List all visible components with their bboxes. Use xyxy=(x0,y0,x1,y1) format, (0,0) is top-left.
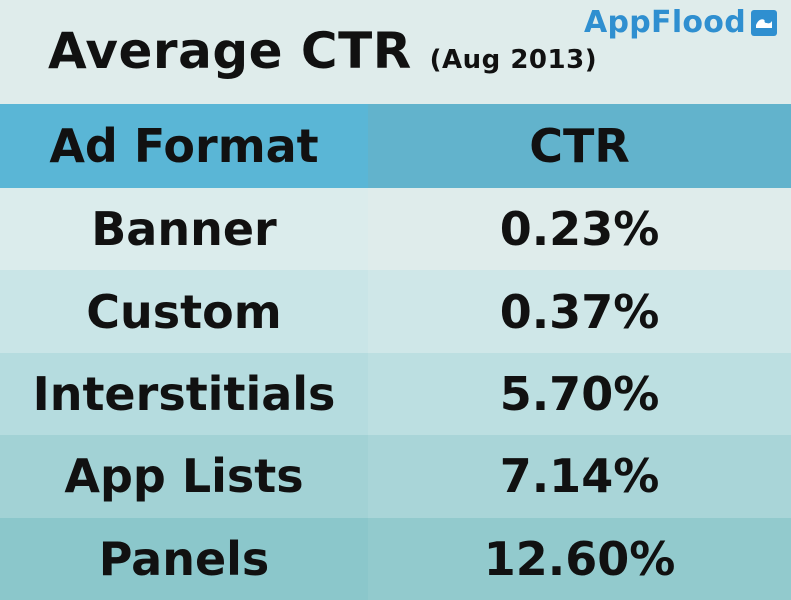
ctr-value-cell: 0.23% xyxy=(368,188,791,271)
ad-format-cell: Custom xyxy=(0,270,368,353)
header: Average CTR (Aug 2013) AppFlood xyxy=(0,0,791,104)
brand-name: AppFlood xyxy=(583,5,746,40)
ctr-value-cell: 5.70% xyxy=(368,352,791,436)
ad-format-cell: Interstitials xyxy=(0,352,368,436)
ad-format-cell: Panels xyxy=(0,517,368,600)
ctr-value-cell: 7.14% xyxy=(368,435,791,518)
ctr-value-cell: 0.37% xyxy=(368,270,791,353)
table-row: Custom 0.37% xyxy=(0,270,791,353)
brand-logo: AppFlood xyxy=(584,8,777,38)
table-row: App Lists 7.14% xyxy=(0,435,791,518)
chart-subtitle: (Aug 2013) xyxy=(429,45,598,75)
column-header-ctr: CTR xyxy=(368,104,791,188)
table-row: Banner 0.23% xyxy=(0,188,791,271)
ctr-table: Ad Format CTR Banner 0.23% Custom 0.37% … xyxy=(0,104,791,600)
ad-format-cell: Banner xyxy=(0,188,368,271)
ctr-value-cell: 12.60% xyxy=(368,517,791,600)
title-text: Average CTR xyxy=(48,22,412,80)
ad-format-cell: App Lists xyxy=(0,435,368,518)
table-header-row: Ad Format CTR xyxy=(0,104,791,188)
table-row: Interstitials 5.70% xyxy=(0,352,791,436)
column-header-ad-format: Ad Format xyxy=(0,104,368,188)
wave-icon xyxy=(751,10,777,36)
chart-title: Average CTR (Aug 2013) xyxy=(48,26,597,76)
table-row: Panels 12.60% xyxy=(0,517,791,600)
